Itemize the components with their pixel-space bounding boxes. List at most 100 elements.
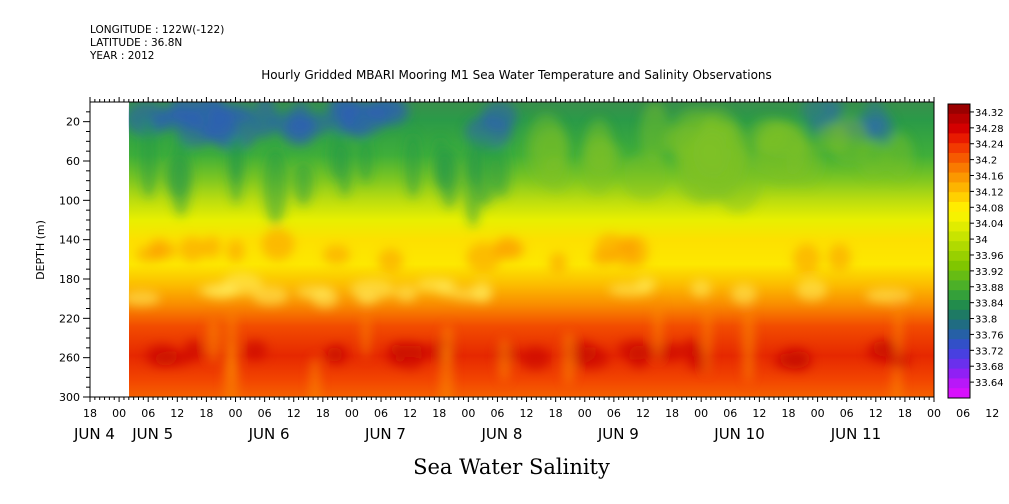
x-hour-label: 00 bbox=[811, 407, 825, 420]
x-hour-label: 12 bbox=[520, 407, 534, 420]
salinity-blob bbox=[561, 331, 576, 386]
salinity-blob bbox=[891, 365, 902, 397]
salinity-blob bbox=[731, 283, 757, 305]
colorbar-legend: 34.32 34.28 34.24 34.2 34.16 34.12 34.08 34.04 3… bbox=[947, 103, 1004, 399]
x-hour-label: 00 bbox=[694, 407, 708, 420]
salinity-blob bbox=[179, 237, 206, 262]
y-tick-label: 180 bbox=[59, 273, 80, 286]
colorbar-segment bbox=[948, 319, 970, 330]
colorbar-frame bbox=[947, 103, 971, 399]
colorbar-label: 34.04 bbox=[975, 219, 1004, 230]
x-hour-label: 00 bbox=[112, 407, 126, 420]
x-day-label: JUN 9 bbox=[597, 425, 639, 443]
x-hour-label: 12 bbox=[869, 407, 883, 420]
salinity-blob bbox=[702, 301, 712, 374]
y-tick-label: 220 bbox=[59, 312, 80, 325]
colorbar-label: 34.16 bbox=[975, 172, 1004, 183]
x-hour-label: 06 bbox=[258, 407, 272, 420]
salinity-blob bbox=[621, 152, 669, 201]
salinity-blob bbox=[493, 239, 525, 260]
x-hour-label: 06 bbox=[490, 407, 504, 420]
colorbar-segment bbox=[948, 388, 970, 399]
x-hour-label: 18 bbox=[199, 407, 213, 420]
salinity-blob bbox=[628, 345, 650, 369]
salinity-blob bbox=[128, 290, 161, 306]
colorbar-label: 33.96 bbox=[975, 251, 1004, 262]
salinity-blob bbox=[827, 243, 852, 272]
salinity-blob bbox=[323, 346, 344, 363]
x-hour-label: 00 bbox=[578, 407, 592, 420]
x-hour-label: 18 bbox=[781, 407, 795, 420]
salinity-blob bbox=[337, 141, 352, 198]
colorbar-label: 33.84 bbox=[975, 299, 1004, 310]
x-day-label: JUN 4 bbox=[73, 425, 115, 443]
x-hour-label: 18 bbox=[898, 407, 912, 420]
colorbar-segment bbox=[948, 211, 970, 223]
salinity-blob bbox=[280, 117, 318, 146]
salinity-blob bbox=[261, 228, 295, 261]
y-tick-label: 100 bbox=[59, 194, 80, 207]
salinity-blob bbox=[493, 144, 511, 198]
salinity-blob bbox=[253, 102, 277, 139]
x-hour-label: 06 bbox=[374, 407, 388, 420]
salinity-blob bbox=[202, 236, 222, 259]
x-hour-label: 18 bbox=[665, 407, 679, 420]
salinity-blob bbox=[189, 102, 235, 137]
variable-title: Sea Water Salinity bbox=[413, 455, 610, 479]
colorbar-label: 33.76 bbox=[975, 330, 1004, 341]
colorbar-segment bbox=[948, 260, 970, 272]
salinity-blob bbox=[361, 311, 371, 360]
colorbar-label: 33.68 bbox=[975, 362, 1004, 373]
salinity-blob bbox=[441, 324, 454, 365]
salinity-blob bbox=[690, 279, 712, 298]
colorbar-label: 33.88 bbox=[975, 283, 1004, 294]
x-hour-label: 06 bbox=[607, 407, 621, 420]
colorbar-segment bbox=[948, 231, 970, 242]
salinity-blob bbox=[865, 288, 912, 304]
y-axis: 20 60 100 140 180 220 260 300 bbox=[59, 111, 90, 404]
salinity-blob bbox=[466, 242, 502, 273]
x-hour-label: 06 bbox=[723, 407, 737, 420]
colorbar-segment bbox=[948, 133, 970, 144]
colorbar-segment bbox=[948, 113, 970, 125]
salinity-blob bbox=[309, 355, 321, 397]
x-hour-label: 00 bbox=[345, 407, 359, 420]
salinity-blob bbox=[295, 285, 333, 299]
salinity-blob bbox=[829, 115, 869, 165]
y-axis-label: DEPTH (m) bbox=[34, 220, 47, 280]
x-day-label: JUN 10 bbox=[713, 425, 764, 443]
colorbar-segment bbox=[948, 241, 970, 252]
salinity-blob bbox=[252, 286, 289, 306]
colorbar-segment bbox=[948, 329, 970, 340]
metadata-block: LONGITUDE : 122W(-122) LATITUDE : 36.8N … bbox=[90, 24, 224, 63]
x-hour-label: 00 bbox=[927, 407, 941, 420]
colorbar-label: 34.2 bbox=[975, 156, 997, 167]
salinity-blob bbox=[322, 245, 351, 265]
colorbar-segment bbox=[948, 339, 970, 350]
colorbar-label: 34.32 bbox=[975, 108, 1004, 119]
x-hour-label: 06 bbox=[141, 407, 155, 420]
colorbar-segment bbox=[948, 143, 970, 154]
salinity-blob bbox=[416, 277, 451, 293]
salinity-blob bbox=[128, 102, 170, 137]
salinity-blob bbox=[183, 339, 204, 361]
y-tick-label: 60 bbox=[66, 155, 80, 168]
longitude-label: LONGITUDE : 122W(-122) bbox=[90, 24, 225, 36]
salinity-blob bbox=[572, 346, 609, 370]
salinity-blob bbox=[395, 284, 418, 302]
x-hour-label: 18 bbox=[549, 407, 563, 420]
year-label: YEAR : 2012 bbox=[90, 50, 155, 62]
salinity-blob bbox=[226, 239, 245, 263]
salinity-blob bbox=[663, 125, 704, 160]
salinity-blob bbox=[465, 133, 482, 184]
salinity-blob bbox=[386, 344, 406, 366]
colorbar-segment bbox=[948, 202, 970, 213]
salinity-blob bbox=[757, 119, 808, 159]
salinity-blob bbox=[263, 148, 288, 226]
colorbar-segment bbox=[948, 290, 970, 301]
x-day-label: JUN 11 bbox=[830, 425, 881, 443]
salinity-blob bbox=[293, 162, 313, 206]
y-tick-label: 300 bbox=[59, 391, 80, 404]
colorbar-label: 33.72 bbox=[975, 346, 1004, 357]
